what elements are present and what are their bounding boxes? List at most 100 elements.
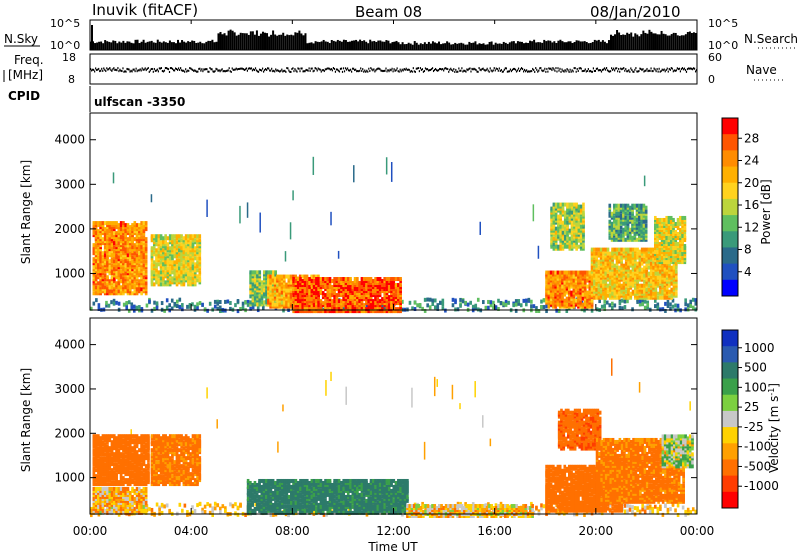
range-cell: [142, 241, 146, 246]
range-cell: [554, 202, 558, 207]
nsky-bar: [181, 40, 184, 50]
freq-point: [205, 67, 207, 70]
range-cell: [666, 304, 670, 309]
range-cell: [152, 272, 156, 277]
range-cell: [385, 309, 389, 314]
range-cell: [193, 252, 197, 257]
range-cell: [191, 278, 195, 283]
range-cell: [659, 271, 662, 276]
range-cell: [115, 271, 118, 276]
freq-point: [173, 69, 176, 72]
freq-point: [515, 70, 518, 73]
freq-point: [90, 68, 92, 71]
nsky-bar: [290, 34, 293, 50]
range-cell: [180, 234, 183, 239]
range-cell: [514, 299, 518, 304]
range-cell: [196, 256, 199, 261]
nsky-bar: [409, 43, 412, 50]
range-cell: [372, 305, 375, 310]
range-cell: [577, 210, 581, 215]
range-cell: [328, 305, 332, 310]
range-cell: [131, 223, 134, 228]
range-cell: [390, 287, 393, 292]
range-cell: [570, 216, 574, 221]
range-cell: [572, 290, 576, 295]
range-cell: [399, 295, 402, 300]
range-cell: [299, 285, 302, 290]
range-cell: [310, 303, 314, 308]
freq-point: [330, 68, 332, 71]
range-cell: [684, 298, 687, 303]
range-cell: [606, 285, 610, 290]
freq-point: [680, 68, 683, 71]
range-cell: [387, 299, 391, 304]
range-cell: [579, 278, 582, 283]
range-cell: [599, 295, 603, 300]
range-cell: [253, 272, 257, 277]
range-cell: [360, 295, 364, 300]
range-cell: [577, 280, 580, 285]
range-cell: [289, 276, 293, 281]
range-cell: [144, 255, 148, 260]
range-cell: [565, 298, 569, 303]
range-cell: [572, 274, 576, 279]
range-cell: [554, 292, 557, 297]
range-cell: [561, 302, 564, 307]
range-cell: [344, 307, 348, 312]
range-cell: [97, 259, 100, 264]
range-cell: [426, 297, 429, 302]
range-cell: [561, 212, 565, 217]
freq-point: [422, 70, 425, 73]
range-cell: [321, 279, 325, 284]
freq-point: [229, 70, 231, 73]
range-cell: [367, 295, 371, 300]
range-cell: [590, 265, 594, 270]
range-cell: [99, 231, 102, 236]
range-cell: [294, 301, 298, 306]
range-cell: [159, 242, 163, 247]
range-cell: [251, 270, 255, 275]
range-cell: [198, 264, 202, 269]
range-cell: [97, 273, 100, 278]
range-cell: [178, 244, 181, 249]
range-cell: [305, 287, 309, 292]
range-cell: [113, 289, 116, 294]
range-cell: [593, 281, 596, 286]
freq-point: [279, 70, 281, 73]
range-cell: [597, 279, 601, 284]
range-cell: [369, 287, 373, 292]
freq-point: [612, 68, 614, 71]
range-cell: [659, 281, 662, 286]
nsky-bar: [348, 41, 351, 50]
range-cell: [144, 281, 148, 286]
range-cell: [369, 305, 373, 310]
range-cell: [92, 301, 96, 306]
range-cell: [661, 295, 664, 300]
range-cell: [251, 284, 255, 289]
range-cell: [579, 228, 583, 233]
freq-point: [352, 67, 354, 70]
nsky-bar: [257, 35, 260, 50]
range-cell: [622, 289, 626, 294]
nsky-bar: [116, 43, 119, 50]
range-cell: [353, 295, 357, 300]
freq-point: [518, 70, 521, 73]
range-cell: [418, 302, 422, 307]
range-cell: [99, 251, 102, 256]
range-cell: [181, 307, 184, 312]
range-cell: [636, 295, 639, 300]
range-cell: [155, 264, 158, 269]
freq-point: [316, 69, 318, 72]
range-cell: [166, 270, 170, 275]
range-cell: [454, 298, 457, 303]
range-cell: [604, 295, 608, 300]
range-cell: [308, 307, 311, 312]
range-cell: [181, 303, 184, 308]
range-cell: [581, 290, 585, 295]
range-cell: [331, 289, 334, 294]
range-cell: [110, 291, 114, 296]
range-cell: [577, 300, 580, 305]
freq-point: [470, 70, 472, 73]
range-cell: [588, 286, 592, 291]
nsky-bar: [567, 41, 570, 50]
